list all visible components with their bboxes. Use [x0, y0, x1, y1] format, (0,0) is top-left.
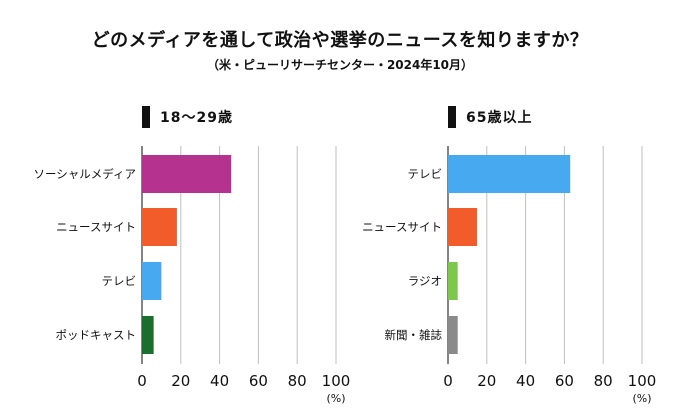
panel-marker: [142, 106, 150, 128]
x-unit-label: (%): [632, 392, 651, 405]
bar-senior-2: [448, 262, 458, 300]
x-tick-label: 100: [322, 372, 351, 390]
panel-header-young: 18〜29歳: [142, 106, 233, 128]
category-label: テレビ: [102, 274, 137, 288]
category-label: 新聞・雑誌: [385, 328, 443, 342]
category-label: ラジオ: [408, 274, 442, 288]
panel-marker: [448, 106, 456, 128]
x-tick-label: 0: [443, 372, 453, 390]
panel-label-young: 18〜29歳: [160, 110, 233, 126]
x-tick-label: 0: [137, 372, 147, 390]
chart-title: どのメディアを通して政治や選挙のニュースを知りますか？: [91, 30, 589, 51]
x-tick-label: 100: [628, 372, 657, 390]
x-tick-label: 60: [249, 372, 268, 390]
chart-subtitle: （米・ピューリサーチセンター・2024年10月）: [206, 58, 474, 72]
bar-senior-0: [448, 155, 571, 193]
bar-senior-3: [448, 316, 458, 354]
bar-senior-1: [448, 208, 478, 246]
x-tick-label: 20: [477, 372, 496, 390]
x-tick-label: 40: [516, 372, 535, 390]
category-label: ソーシャルメディア: [34, 167, 136, 181]
x-tick-label: 40: [210, 372, 229, 390]
panel-header-senior: 65歳以上: [448, 106, 532, 128]
bar-young-3: [142, 316, 154, 354]
x-unit-label: (%): [326, 392, 345, 405]
bar-young-2: [142, 262, 162, 300]
x-tick-label: 80: [288, 372, 307, 390]
x-tick-label: 80: [594, 372, 613, 390]
category-label: ポッドキャスト: [56, 328, 137, 342]
panel-label-senior: 65歳以上: [466, 110, 533, 126]
category-label: テレビ: [408, 167, 443, 181]
x-tick-label: 20: [171, 372, 190, 390]
category-label: ニュースサイト: [56, 220, 136, 234]
category-label: ニュースサイト: [362, 220, 442, 234]
bar-young-1: [142, 208, 177, 246]
x-tick-label: 60: [555, 372, 574, 390]
bar-young-0: [142, 155, 232, 193]
